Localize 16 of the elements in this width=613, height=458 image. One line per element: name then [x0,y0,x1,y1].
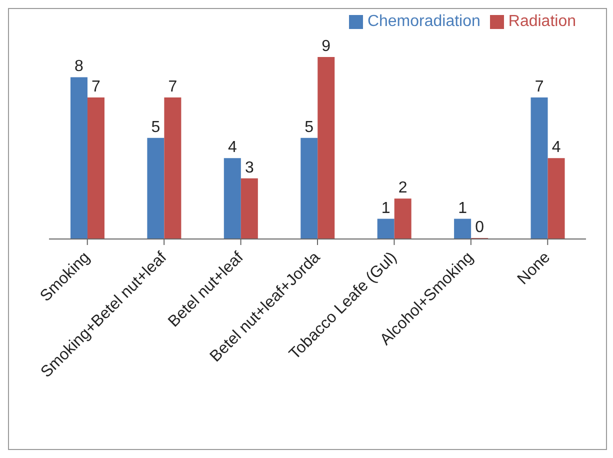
data-label: 7 [168,78,178,96]
legend-label: Chemoradiation [367,13,480,30]
data-label: 5 [151,118,160,136]
data-label: 4 [552,139,561,156]
data-label: 3 [244,159,254,176]
data-label: 7 [92,78,101,96]
data-label: 4 [228,139,237,156]
data-label: 1 [381,200,390,217]
data-label: 0 [475,219,484,236]
data-label: 2 [398,180,408,197]
legend-label: Radiation [508,13,576,30]
data-label: 9 [322,38,331,55]
data-label: 5 [304,118,314,136]
data-label: 1 [458,200,468,217]
data-label: 8 [74,58,84,76]
data-label: 7 [534,78,544,96]
